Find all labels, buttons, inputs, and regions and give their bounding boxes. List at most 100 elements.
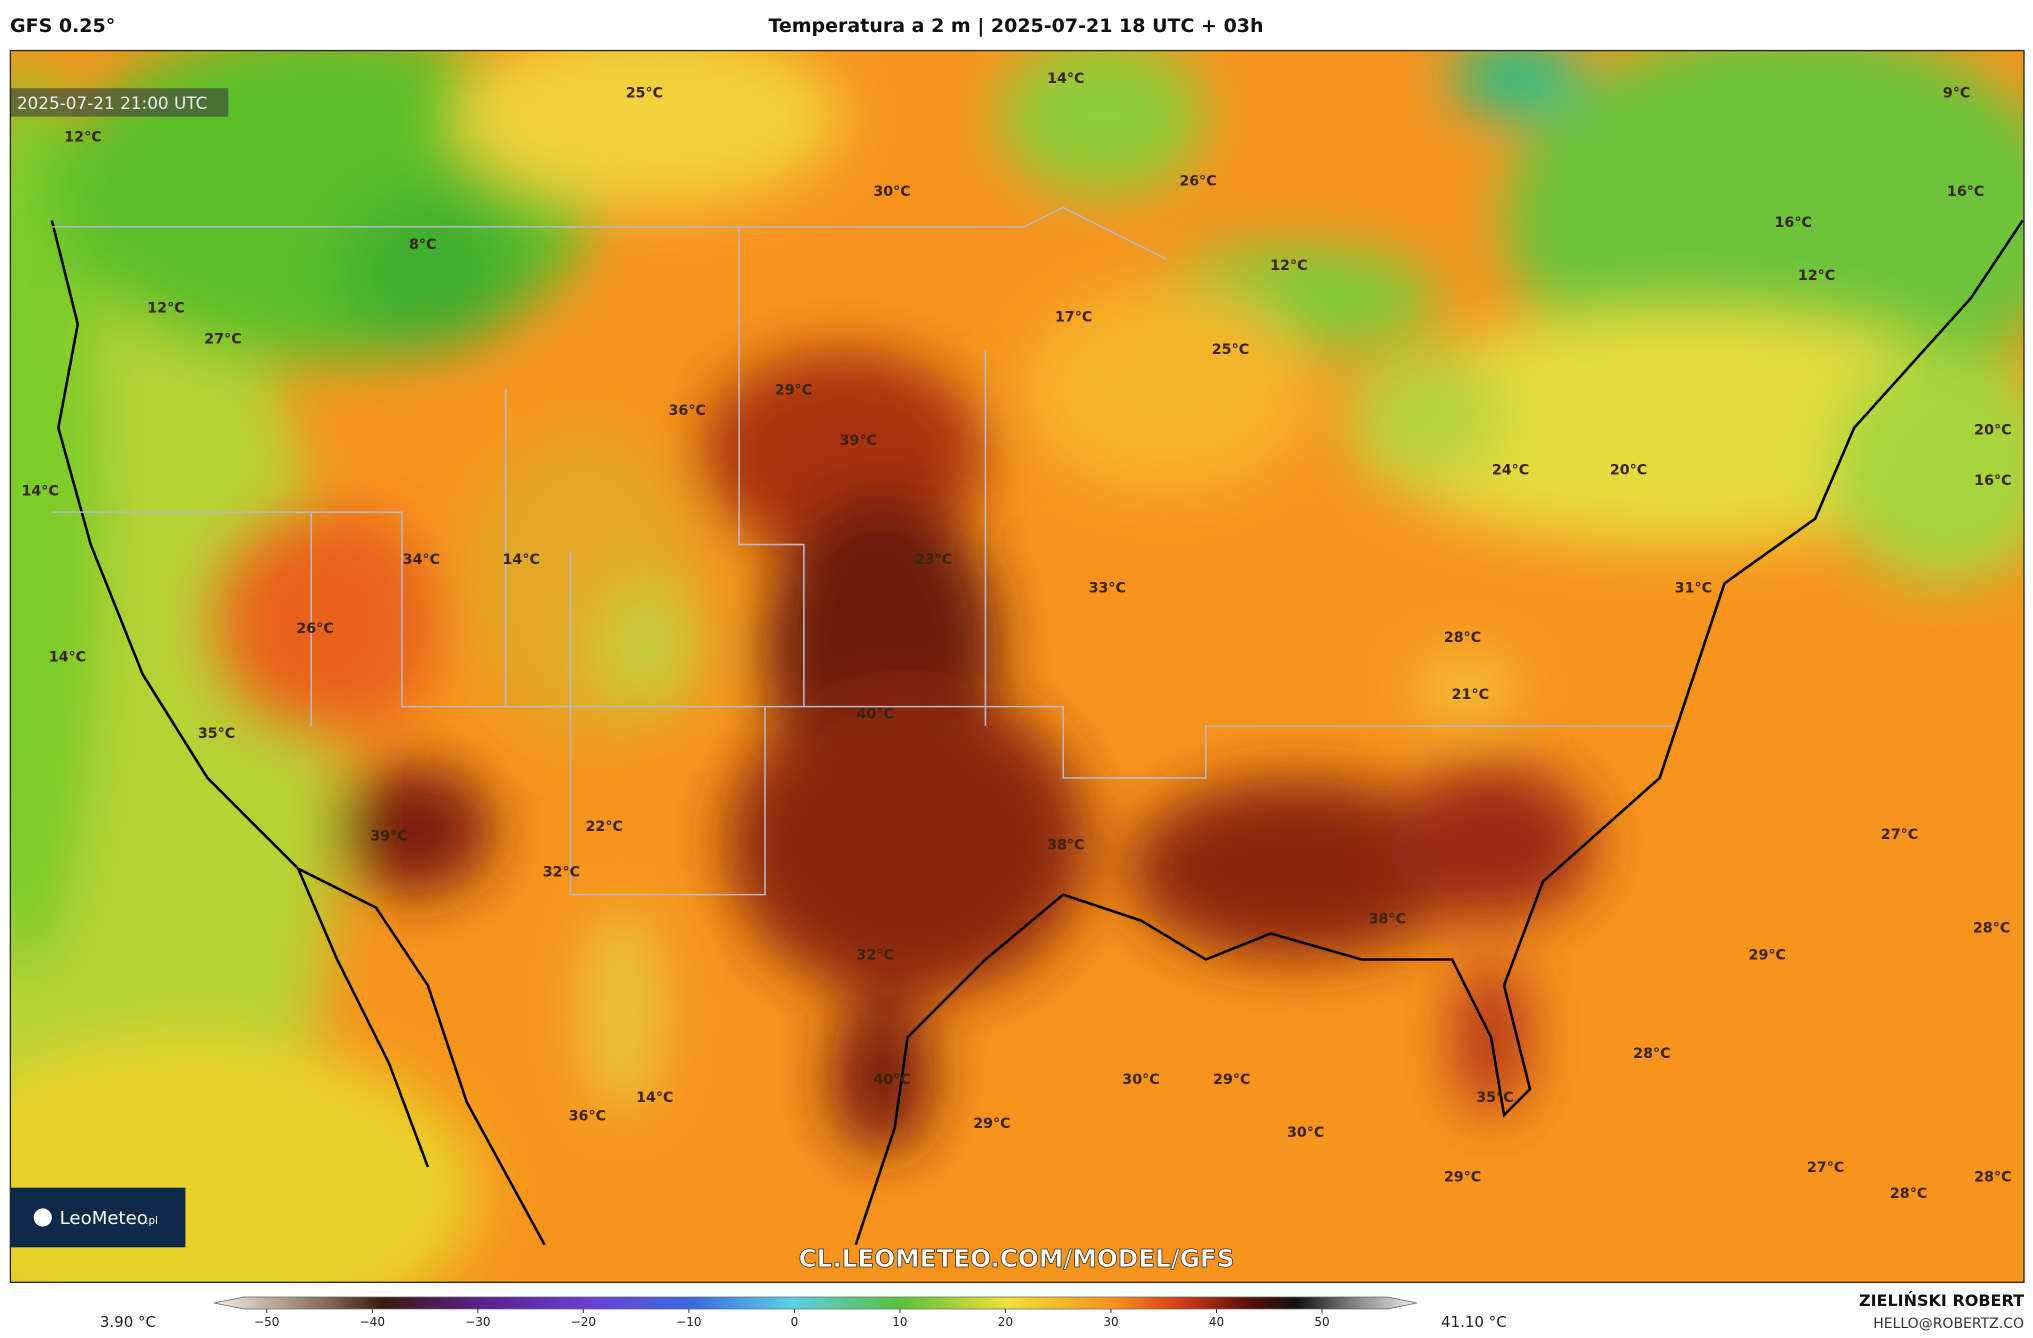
temperature-label: 16°C (1947, 184, 1984, 200)
logo-sun (33, 1208, 52, 1227)
timestamp-box (10, 88, 229, 117)
temperature-label: 39°C (370, 828, 407, 844)
state-borders (51, 206, 1673, 896)
logo-suffix: .pl (145, 1215, 158, 1227)
temperature-label: 29°C (775, 382, 812, 398)
temperature-area (583, 907, 662, 1116)
temperature-label: 27°C (1881, 827, 1918, 843)
temperature-label: 14°C (49, 649, 86, 665)
temperature-label: 20°C (1974, 422, 2011, 438)
colorbar-tick-label: −20 (571, 1315, 596, 1329)
timestamp: 2025-07-21 21:00 UTC (17, 93, 208, 113)
temperature-label: 36°C (668, 403, 705, 419)
temperature-label: 26°C (296, 621, 333, 637)
temperature-label: 38°C (1047, 837, 1084, 853)
temperature-label: 35°C (198, 726, 235, 742)
temperature-label: 28°C (1973, 920, 2010, 936)
temperature-label: 8°C (409, 237, 437, 253)
colorbar-tick-label: −10 (676, 1315, 701, 1329)
temperature-label: 14°C (21, 483, 58, 499)
temperature-area (1828, 350, 2024, 584)
temperature-label: 38°C (1369, 911, 1406, 927)
temperature-label: 27°C (204, 332, 241, 348)
temperature-label: 12°C (1798, 268, 1835, 284)
temperature-area (1413, 654, 1518, 720)
colorbar-tick-label: 30 (1103, 1315, 1118, 1329)
temperature-label: 40°C (873, 1072, 910, 1088)
temperature-label: 29°C (1213, 1072, 1250, 1088)
email: HELLO@ROBERTZ.CO (1873, 1316, 2024, 1332)
temperature-label: 35°C (1476, 1090, 1513, 1106)
logo-text: LeoMeteo (60, 1208, 148, 1229)
temperature-label: 17°C (1055, 310, 1092, 326)
temperature-label: 20°C (1610, 463, 1647, 479)
colorbar-tick-label: −40 (360, 1315, 385, 1329)
temperature-label: 27°C (1807, 1160, 1844, 1176)
temperature-label: 28°C (1890, 1186, 1927, 1202)
temperature-label: 31°C (1675, 581, 1712, 597)
temperature-area (207, 505, 441, 740)
temperature-label: 25°C (626, 85, 663, 101)
temperature-label: 14°C (503, 552, 540, 568)
temperature-area (726, 687, 1090, 999)
temperature-label: 12°C (1270, 258, 1307, 274)
temperature-label: 23°C (915, 552, 952, 568)
temperature-label: 40°C (856, 706, 893, 722)
temperature-area (337, 764, 493, 895)
temperature-label: 36°C (569, 1108, 606, 1124)
temperature-area (1348, 350, 1505, 480)
colorbar-tick-label: 0 (791, 1315, 799, 1329)
colorbar-tick-label: 40 (1209, 1315, 1224, 1329)
temperature-area (596, 583, 701, 714)
temperature-label: 32°C (856, 948, 893, 964)
temperature-label: 16°C (1774, 215, 1811, 231)
author: ZIELIŃSKI ROBERT (1859, 1291, 2024, 1310)
temperature-area (1387, 764, 1595, 921)
temperature-area (998, 50, 1206, 195)
temperature-label: 29°C (973, 1116, 1010, 1132)
temperature-label: 28°C (1974, 1169, 2011, 1185)
temperature-area (337, 194, 519, 351)
map-title: Temperatura a 2 m | 2025-07-21 18 UTC + … (768, 15, 1263, 37)
temperature-label: 29°C (1444, 1169, 1481, 1185)
temperature-label: 12°C (64, 129, 101, 145)
temperature-label: 33°C (1089, 581, 1126, 597)
temperature-label: 12°C (147, 301, 184, 317)
colorbar-tick-label: 10 (892, 1315, 907, 1329)
temperature-field (10, 50, 2024, 1283)
temperature-label: 30°C (1287, 1125, 1324, 1141)
temperature-area (1452, 50, 1582, 117)
model-name: GFS 0.25° (10, 15, 115, 37)
temperature-label: 34°C (403, 552, 440, 568)
temperature-area (10, 64, 104, 973)
temperature-label: 28°C (1444, 630, 1481, 646)
temperature-label: 21°C (1452, 687, 1489, 703)
temperature-label: 24°C (1492, 463, 1529, 479)
temperature-label: 28°C (1633, 1046, 1670, 1062)
map-frame (9, 49, 2025, 1283)
temperature-area (1128, 777, 1466, 960)
temperature-label: 16°C (1974, 473, 2011, 489)
temperature-area (1024, 285, 1310, 493)
max-value: 41.10 °C (1441, 1313, 1507, 1331)
temperature-label: 26°C (1179, 174, 1216, 190)
temperature-area (453, 50, 843, 208)
colorbar-tick-label: 20 (998, 1315, 1013, 1329)
temperature-label: 29°C (1749, 948, 1786, 964)
temperature-label: 25°C (1212, 342, 1249, 358)
colorbar-tick-label: 50 (1314, 1315, 1329, 1329)
colorbar-tick-label: −30 (465, 1315, 490, 1329)
temperature-label: 30°C (1122, 1072, 1159, 1088)
temperature-label: 39°C (840, 433, 877, 449)
min-value: 3.90 °C (100, 1313, 156, 1331)
map: 25°C 14°C 9°C 12°C 30°C 26°C 16°C 8°C 16°C 12°C 12… (9, 49, 2025, 1283)
colorbar (213, 1296, 1418, 1310)
temperature-label: 30°C (873, 184, 910, 200)
temperature-label: 14°C (1047, 71, 1084, 87)
temperature-label: 9°C (1943, 85, 1971, 101)
temperature-label: 32°C (543, 865, 580, 881)
coastline (50, 219, 2024, 1246)
watermark: CL.LEOMETEO.COM/MODEL/GFS (799, 1244, 1235, 1273)
